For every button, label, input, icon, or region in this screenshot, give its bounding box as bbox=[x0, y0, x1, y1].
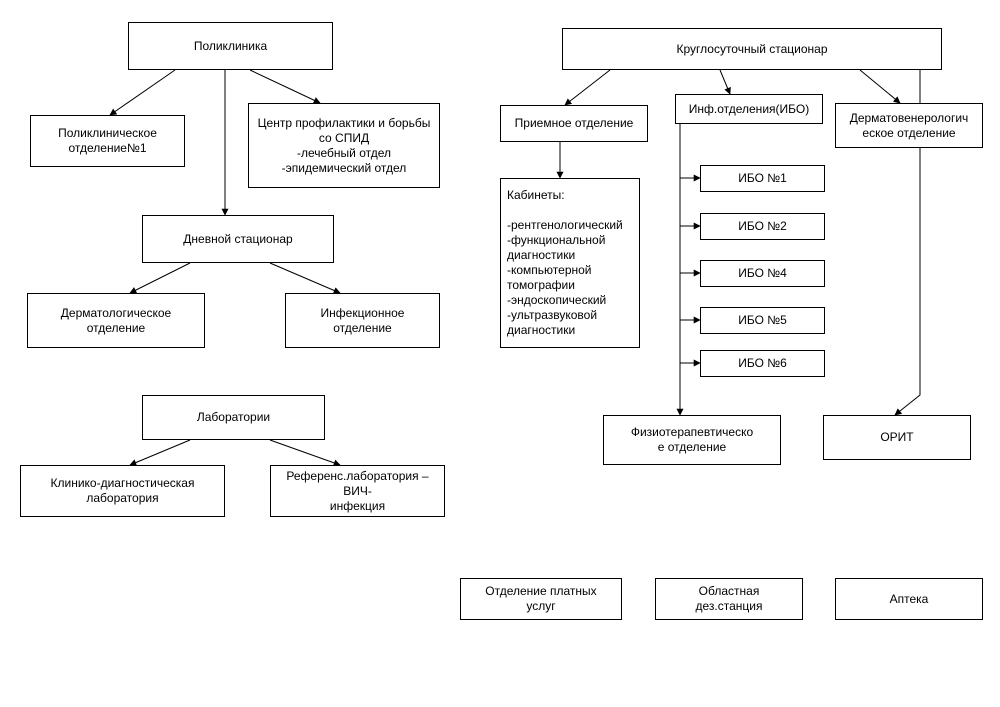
node-physio: Физиотерапевтическо е отделение bbox=[603, 415, 781, 465]
edge-day_hosp-to-derm_dep bbox=[130, 263, 190, 293]
node-label: ИБО №4 bbox=[738, 266, 787, 281]
edge-labs-to-lab_ref bbox=[270, 440, 340, 465]
node-label: Кабинеты: -рентгенологический -функциона… bbox=[507, 188, 633, 338]
node-label: ИБО №5 bbox=[738, 313, 787, 328]
node-ibo_head: Инф.отделения(ИБО) bbox=[675, 94, 823, 124]
node-poly: Поликлиника bbox=[128, 22, 333, 70]
node-label: Круглосуточный стационар bbox=[676, 42, 827, 57]
node-dermv: Дерматовенерологич еское отделение bbox=[835, 103, 983, 148]
node-paid: Отделение платных услуг bbox=[460, 578, 622, 620]
node-poly_dep1: Поликлиническое отделение№1 bbox=[30, 115, 185, 167]
node-label: Аптека bbox=[890, 592, 929, 607]
edge-poly-to-aids_center bbox=[250, 70, 320, 103]
node-label: ОРИТ bbox=[880, 430, 913, 445]
node-ibo5: ИБО №5 bbox=[700, 307, 825, 334]
node-ibo2: ИБО №2 bbox=[700, 213, 825, 240]
node-label: ИБО №2 bbox=[738, 219, 787, 234]
node-label: Областная дез.станция bbox=[696, 584, 763, 614]
node-label: Инфекционное отделение bbox=[321, 306, 405, 336]
node-ibo4: ИБО №4 bbox=[700, 260, 825, 287]
edge-ibo_head-to-ibo2 bbox=[680, 124, 700, 226]
edge-ibo_head-to-ibo1 bbox=[680, 124, 700, 178]
flowchart-canvas: Поликлиника Поликлиническое отделение№1 Це… bbox=[0, 0, 1000, 707]
edge-ibo_head-to-ibo5 bbox=[680, 124, 700, 320]
node-label: Инф.отделения(ИБО) bbox=[689, 102, 809, 117]
node-label: Клинико-диагностическая лаборатория bbox=[51, 476, 195, 506]
edge-hosp24-to-ibo_head bbox=[720, 70, 730, 94]
node-dez: Областная дез.станция bbox=[655, 578, 803, 620]
edge-hosp24-to-dermv bbox=[860, 70, 900, 103]
node-label: ИБО №6 bbox=[738, 356, 787, 371]
node-day_hosp: Дневной стационар bbox=[142, 215, 334, 263]
node-recept: Приемное отделение bbox=[500, 105, 648, 142]
node-rooms: Кабинеты: -рентгенологический -функциона… bbox=[500, 178, 640, 348]
node-label: Физиотерапевтическо е отделение bbox=[631, 425, 753, 455]
node-label: Референс.лаборатория –ВИЧ- инфекция bbox=[277, 469, 438, 514]
node-label: Поликлиника bbox=[194, 39, 267, 54]
edge-labs-to-lab_kd bbox=[130, 440, 190, 465]
node-derm_dep: Дерматологическое отделение bbox=[27, 293, 205, 348]
edge-ibo_head-to-ibo6 bbox=[680, 124, 700, 363]
edge-day_hosp-to-inf_dep bbox=[270, 263, 340, 293]
node-ibo1: ИБО №1 bbox=[700, 165, 825, 192]
node-label: Отделение платных услуг bbox=[485, 584, 596, 614]
node-lab_ref: Референс.лаборатория –ВИЧ- инфекция bbox=[270, 465, 445, 517]
node-pharm: Аптека bbox=[835, 578, 983, 620]
node-label: Поликлиническое отделение№1 bbox=[58, 126, 157, 156]
node-ibo6: ИБО №6 bbox=[700, 350, 825, 377]
node-aids_center: Центр профилактики и борьбы со СПИД -леч… bbox=[248, 103, 440, 188]
node-label: Дерматовенерологич еское отделение bbox=[850, 111, 969, 141]
node-lab_kd: Клинико-диагностическая лаборатория bbox=[20, 465, 225, 517]
node-label: Лаборатории bbox=[197, 410, 270, 425]
edge-ibo_head-to-ibo4 bbox=[680, 124, 700, 273]
node-label: ИБО №1 bbox=[738, 171, 787, 186]
node-labs: Лаборатории bbox=[142, 395, 325, 440]
edge-hosp24-to-recept bbox=[565, 70, 610, 105]
node-label: Дерматологическое отделение bbox=[61, 306, 171, 336]
node-label: Дневной стационар bbox=[183, 232, 292, 247]
node-label: Центр профилактики и борьбы со СПИД -леч… bbox=[258, 116, 431, 176]
edge-poly-to-poly_dep1 bbox=[110, 70, 175, 115]
node-label: Приемное отделение bbox=[515, 116, 634, 131]
node-inf_dep: Инфекционное отделение bbox=[285, 293, 440, 348]
node-orit: ОРИТ bbox=[823, 415, 971, 460]
node-hosp24: Круглосуточный стационар bbox=[562, 28, 942, 70]
